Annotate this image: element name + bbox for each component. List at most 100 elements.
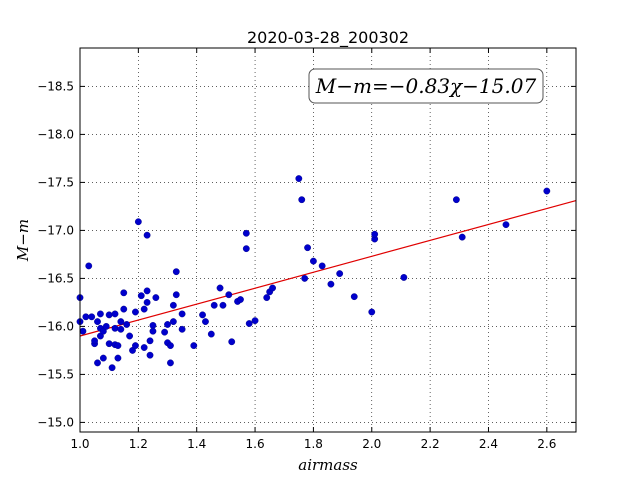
data-point (543, 187, 551, 195)
data-point (123, 321, 131, 328)
data-point (120, 305, 128, 313)
x-axis-ticks: 1.0 1.2 1.4 1.6 1.8 2.0 2.2 2.4 2.6 (70, 48, 556, 451)
data-point (94, 359, 101, 367)
data-point (368, 308, 376, 316)
data-point (88, 313, 96, 321)
y-tick-label: −15.5 (37, 367, 74, 381)
y-axis-label: M−m (14, 219, 32, 262)
x-tick-label: 1.8 (304, 437, 323, 451)
data-point (178, 325, 186, 333)
data-point (105, 311, 113, 319)
data-point (301, 274, 309, 282)
data-point (452, 196, 460, 204)
data-point (108, 364, 116, 372)
fit-line (79, 199, 577, 337)
data-point (216, 284, 224, 292)
data-point (169, 301, 177, 309)
x-axis-label: airmass (298, 456, 358, 474)
data-point (310, 257, 317, 265)
x-tick-label: 1.2 (129, 437, 148, 451)
data-point (91, 337, 98, 345)
data-point (152, 294, 160, 301)
data-point (140, 344, 148, 351)
data-point (126, 332, 134, 340)
data-point (97, 310, 104, 318)
data-point (458, 233, 466, 241)
data-point (143, 298, 151, 306)
data-point (79, 327, 87, 335)
data-point (371, 230, 379, 238)
data-point (164, 321, 171, 328)
plot-area (80, 48, 576, 432)
data-point (295, 175, 303, 182)
data-point (143, 287, 151, 295)
data-point (207, 330, 215, 338)
data-point (132, 342, 139, 349)
data-point (82, 313, 90, 321)
data-point (117, 318, 125, 325)
y-tick-label: −17.5 (37, 175, 74, 189)
data-point (219, 301, 227, 309)
y-tick-label: −18.0 (37, 127, 74, 141)
x-tick-label: 2.6 (537, 437, 556, 451)
x-tick-label: 2.0 (362, 437, 381, 451)
data-point (137, 292, 145, 300)
x-tick-label: 2.4 (479, 437, 498, 451)
data-point (190, 342, 198, 349)
data-point (251, 317, 259, 325)
data-point (102, 322, 110, 330)
data-point (117, 325, 125, 333)
data-point (400, 274, 408, 281)
data-point (327, 280, 335, 288)
data-point (172, 268, 180, 276)
data-point (298, 196, 306, 204)
data-point (120, 289, 128, 297)
data-points (76, 175, 551, 372)
data-point (242, 229, 250, 237)
data-point (114, 354, 122, 362)
data-point (304, 244, 311, 252)
data-point (94, 318, 101, 325)
data-point (228, 338, 236, 346)
data-point (149, 322, 157, 329)
data-point (140, 305, 148, 313)
data-point (225, 291, 233, 299)
data-point (161, 328, 169, 336)
data-point (146, 351, 154, 359)
data-point (169, 318, 177, 325)
data-point (114, 342, 122, 349)
fit-annotation-box (308, 68, 544, 104)
data-point (245, 320, 253, 327)
x-tick-label: 1.4 (187, 437, 206, 451)
data-point (85, 262, 93, 270)
data-point (167, 359, 174, 367)
data-point (178, 310, 186, 318)
data-point (132, 308, 139, 316)
data-point (202, 318, 209, 325)
data-point (242, 245, 250, 253)
x-tick-label: 2.2 (421, 437, 440, 451)
data-point (149, 327, 157, 335)
y-tick-label: −15.0 (37, 415, 74, 429)
data-point (210, 301, 218, 309)
data-point (237, 296, 244, 303)
x-tick-label: 1.0 (70, 437, 89, 451)
data-point (167, 342, 174, 349)
chart-title: 2020-03-28_200302 (247, 28, 409, 48)
y-tick-label: −18.5 (37, 79, 74, 93)
data-point (318, 262, 326, 270)
data-point (172, 291, 180, 299)
data-point (105, 340, 113, 348)
data-point (146, 337, 154, 345)
data-point (134, 218, 142, 226)
fit-annotation: M−m=−0.83χ−15.07 (315, 74, 537, 98)
y-tick-label: −16.5 (37, 271, 74, 285)
data-point (143, 231, 151, 239)
data-point (336, 270, 344, 277)
data-point (502, 221, 510, 229)
y-tick-label: −17.0 (37, 223, 74, 237)
data-point (350, 293, 358, 301)
plot-frame (79, 47, 577, 433)
data-point (111, 310, 119, 318)
